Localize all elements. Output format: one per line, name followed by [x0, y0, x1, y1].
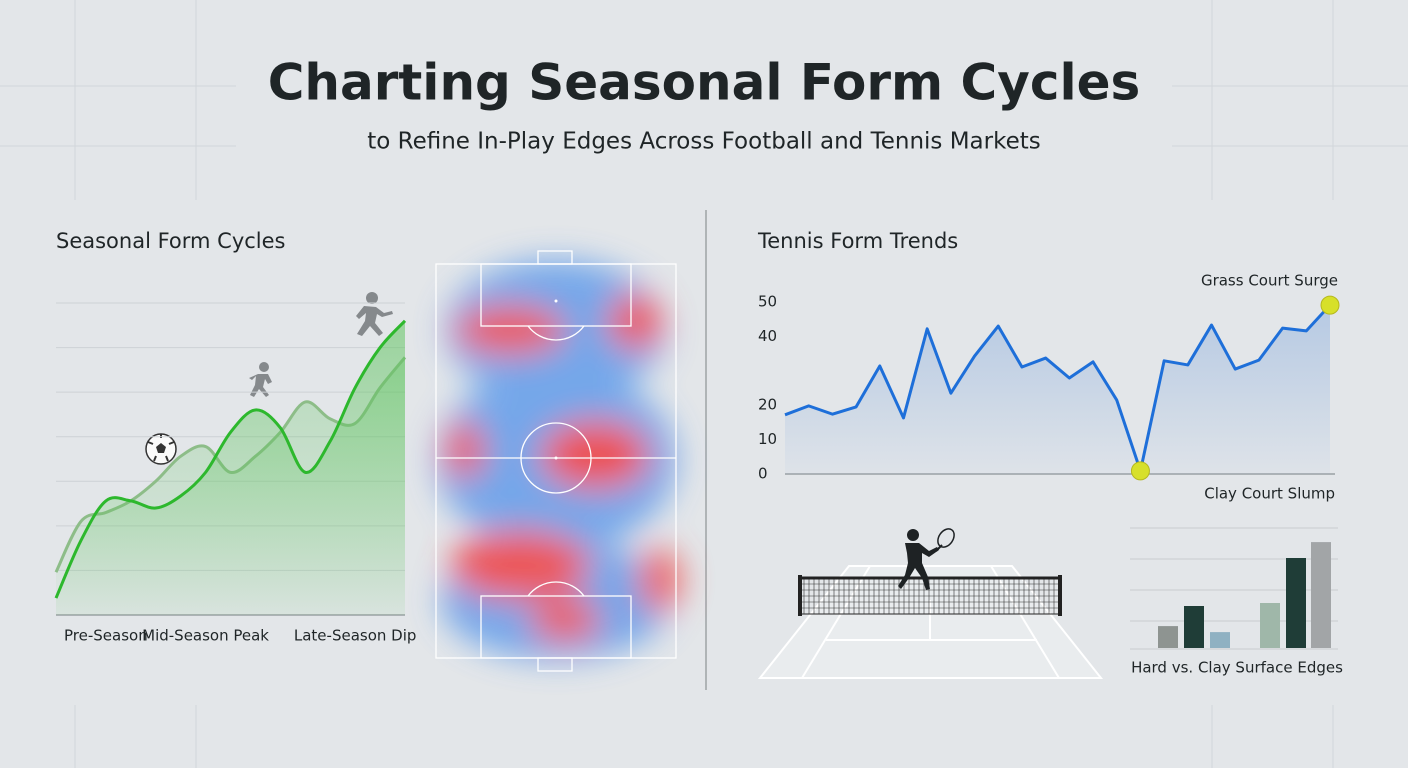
bar	[1286, 558, 1306, 648]
y-tick-label: 20	[758, 396, 777, 414]
chart-title: Tennis Form Trends	[757, 229, 958, 253]
runner-icon	[249, 292, 393, 397]
bar	[1260, 603, 1280, 648]
x-tick-label: Mid-Season Peak	[142, 627, 269, 645]
annotation: Grass Court Surge	[1201, 272, 1338, 290]
line	[784, 304, 1332, 473]
tennis-court	[757, 528, 1104, 679]
y-tick-label: 50	[758, 293, 777, 311]
bar	[1210, 632, 1230, 648]
annotation: Clay Court Slump	[1204, 485, 1335, 503]
bar	[1158, 626, 1178, 648]
soccer-ball	[145, 433, 177, 465]
chart-title: Seasonal Form Cycles	[56, 229, 286, 253]
area	[785, 305, 1330, 474]
y-tick-label: 10	[758, 430, 777, 448]
y-tick-label: 0	[758, 465, 768, 483]
subtitle: to Refine In-Play Edges Across Football …	[367, 129, 1041, 155]
area	[56, 320, 405, 615]
x-tick-label: Late-Season Dip	[294, 627, 417, 645]
y-tick-label: 40	[758, 327, 777, 345]
tennis-ball-marker	[1130, 461, 1150, 481]
bar	[1184, 606, 1204, 648]
football-heatmap	[435, 250, 682, 672]
main-title: Charting Seasonal Form Cycles	[268, 54, 1141, 112]
tennis-ball-marker	[1320, 295, 1340, 315]
bar	[1311, 542, 1331, 648]
x-tick-label: Pre-Season	[64, 627, 148, 645]
line	[54, 319, 407, 599]
chart-title: Hard vs. Clay Surface Edges	[1131, 659, 1343, 677]
